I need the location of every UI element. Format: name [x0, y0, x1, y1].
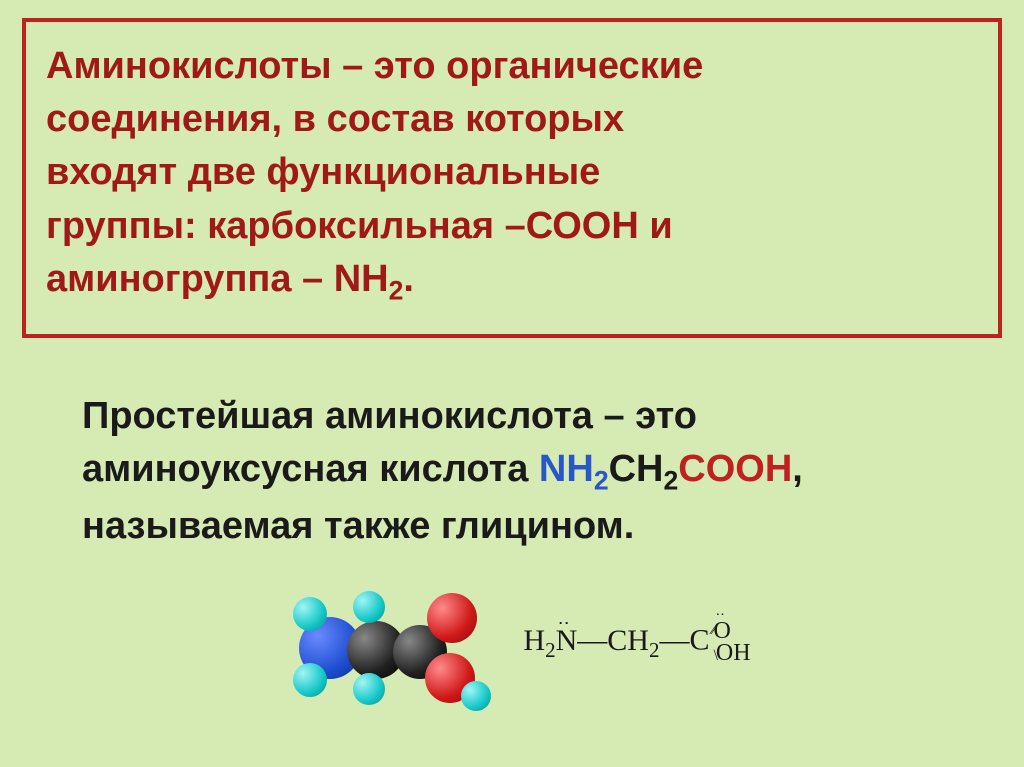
- sf-ch2: CH2: [607, 624, 659, 657]
- def-line5a: аминогруппа –: [46, 258, 334, 300]
- def-line2: соединения, в состав которых: [46, 98, 624, 140]
- example-text: Простейшая аминокислота – это аминоуксус…: [82, 390, 962, 553]
- ex-line1: Простейшая аминокислота – это: [82, 395, 697, 437]
- ex-line2a: аминоуксусная кислота: [82, 448, 539, 490]
- sf-n: ‥N: [556, 624, 578, 657]
- sf-h2: H2: [523, 624, 555, 657]
- atom-h5: [461, 681, 491, 711]
- def-line1: Аминокислоты – это органические: [46, 45, 703, 87]
- atom-h2: [293, 663, 327, 697]
- def-nh2: NH2: [334, 258, 404, 300]
- definition-text: Аминокислоты – это органические соединен…: [46, 40, 978, 310]
- structural-formula: H2‥N—CH2—C ⁄⁄O‥ \OH: [523, 621, 750, 664]
- example-section: Простейшая аминокислота – это аминоуксус…: [22, 390, 1002, 713]
- ex-line3: называемая также глицином.: [82, 505, 634, 547]
- atom-h4: [353, 673, 385, 705]
- molecule-row: H2‥N—CH2—C ⁄⁄O‥ \OH: [82, 573, 962, 713]
- atom-h3: [353, 591, 385, 623]
- def-line5c: .: [403, 258, 414, 300]
- molecule-3d-model: [293, 573, 483, 713]
- sf-c: C: [689, 624, 709, 657]
- sf-dash1: —: [577, 624, 607, 657]
- def-line4a: группы: карбоксильная –: [46, 205, 526, 247]
- ex-cooh: COOH: [678, 448, 792, 490]
- ex-ch2: CH2: [609, 448, 679, 490]
- sf-double: ⁄⁄O‥ \OH: [713, 621, 750, 664]
- ex-nh2: NH2: [539, 448, 609, 490]
- def-line3: входят две функциональные: [46, 151, 600, 193]
- atom-o1: [427, 593, 477, 643]
- ex-comma: ,: [792, 448, 803, 490]
- def-cooh: СООН: [526, 205, 639, 247]
- atom-h1: [293, 597, 327, 631]
- def-line4c: и: [639, 205, 673, 247]
- definition-box: Аминокислоты – это органические соединен…: [22, 18, 1002, 338]
- sf-dash2: —: [659, 624, 689, 657]
